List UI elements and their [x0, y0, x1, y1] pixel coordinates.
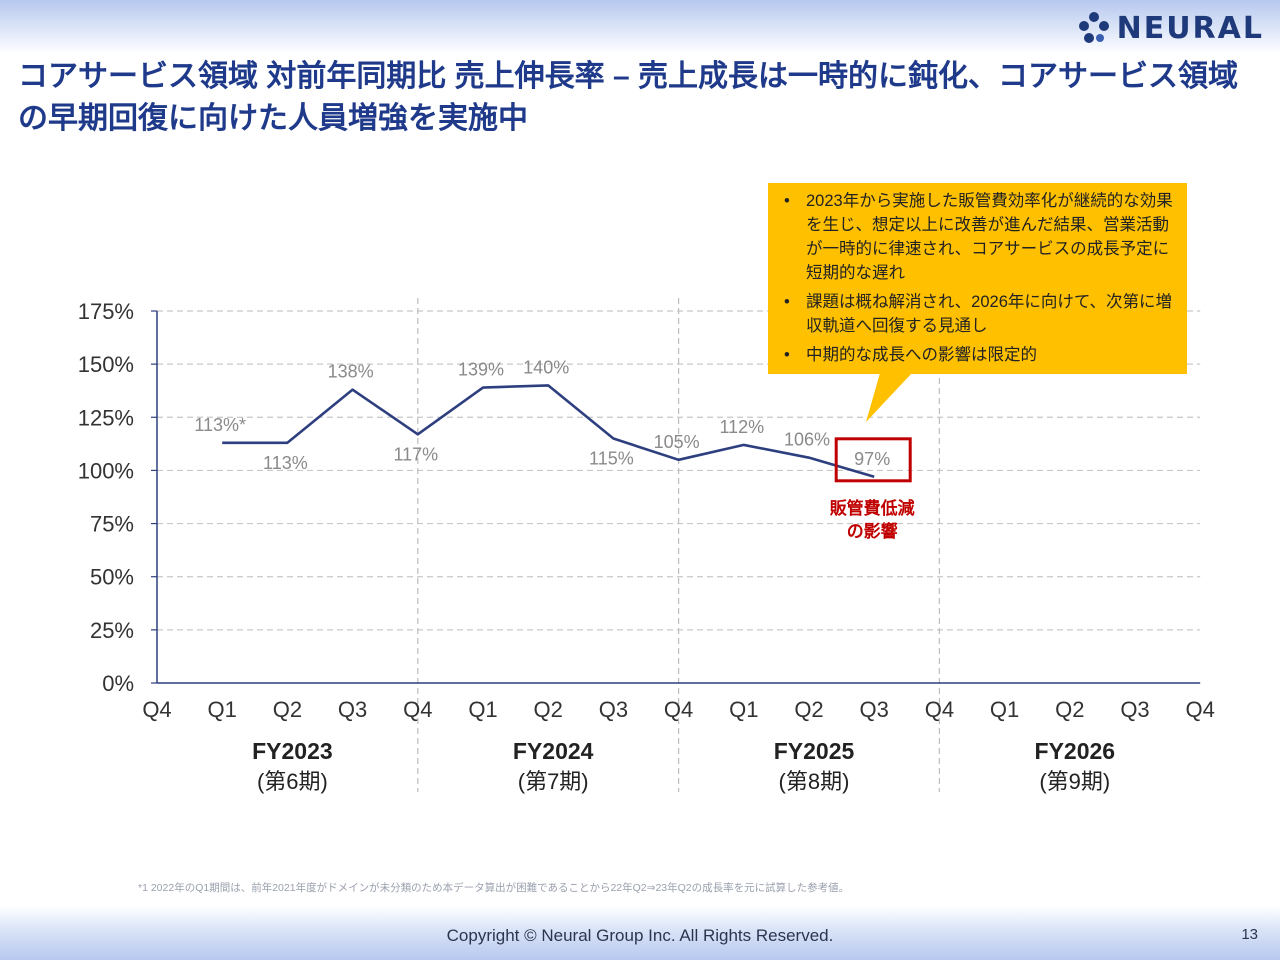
highlight-label: の影響: [847, 521, 898, 541]
x-tick-label: Q4: [925, 697, 954, 722]
x-tick-label: Q2: [1055, 697, 1084, 722]
page-number: 13: [1241, 926, 1258, 943]
x-tick-label: Q2: [794, 697, 823, 722]
x-tick-label: Q1: [990, 697, 1019, 722]
x-tick-label: Q3: [599, 697, 628, 722]
x-tick-label: Q3: [338, 697, 367, 722]
x-tick-label: Q2: [273, 697, 302, 722]
data-label: 112%: [719, 417, 764, 437]
data-label: 106%: [784, 430, 830, 450]
x-tick-label: Q4: [403, 697, 432, 722]
y-tick-label: 0%: [102, 671, 134, 696]
footer-band: [0, 906, 1280, 960]
fiscal-period-label: (第8期): [779, 769, 850, 794]
x-tick-label: Q3: [1120, 697, 1149, 722]
callout-box: 2023年から実施した販管費効率化が継続的な効果を生じ、想定以上に改善が進んだ結…: [768, 183, 1187, 374]
x-tick-label: Q4: [1186, 697, 1215, 722]
fiscal-year-label: FY2025: [774, 738, 855, 764]
x-tick-label: Q4: [664, 697, 693, 722]
x-tick-label: Q1: [208, 697, 237, 722]
company-logo: NEURAL: [1077, 10, 1264, 46]
data-label: 97%: [854, 449, 890, 469]
page-title: コアサービス領域 対前年同期比 売上伸長率 – 売上成長は一時的に鈍化、コアサー…: [18, 60, 1239, 135]
callout-bullet: 中期的な成長への影響は限定的: [784, 343, 1177, 367]
data-label: 140%: [523, 357, 569, 377]
data-label: 113%: [263, 453, 308, 473]
fiscal-year-label: FY2023: [252, 738, 333, 764]
fiscal-period-label: (第9期): [1039, 769, 1110, 794]
series-line: [222, 384, 875, 479]
footnote: *1 2022年のQ1期間は、前年2021年度がドメインが未分類のため本データ算…: [138, 882, 850, 894]
highlight-box: [834, 437, 912, 483]
data-label: 105%: [654, 432, 700, 452]
data-label: 117%: [393, 444, 438, 464]
data-label: 113%*: [194, 415, 246, 435]
x-tick-label: Q1: [729, 697, 758, 722]
header-band: [0, 0, 1280, 54]
copyright-text: Copyright © Neural Group Inc. All Rights…: [446, 926, 834, 945]
data-label: 139%: [458, 360, 504, 380]
y-tick-label: 100%: [78, 458, 134, 483]
y-tick-label: 25%: [90, 618, 134, 643]
growth-line-chart: 0% 25% 50% 75% 100% 125% 150% 175% Q4 Q1 Q2 Q3 Q4 Q1 Q…: [78, 298, 1215, 794]
fiscal-year-label: FY2026: [1035, 738, 1116, 764]
y-tick-label: 50%: [90, 565, 134, 590]
fiscal-period-label: (第6期): [257, 769, 328, 794]
highlight-label: 販管費低減: [830, 498, 915, 518]
x-tick-label: Q2: [534, 697, 563, 722]
x-tick-label: Q4: [142, 697, 171, 722]
data-label: 115%: [589, 449, 634, 469]
y-tick-label: 125%: [78, 405, 134, 430]
x-tick-label: Q3: [860, 697, 889, 722]
callout-bullets: 2023年から実施した販管費効率化が継続的な効果を生じ、想定以上に改善が進んだ結…: [768, 183, 1187, 367]
data-label: 138%: [328, 362, 374, 382]
y-tick-label: 75%: [90, 512, 134, 537]
fiscal-year-label: FY2024: [513, 738, 594, 764]
callout-bullet: 課題は概ね解消され、2026年に向けて、次第に増収軌道へ回復する見通し: [784, 290, 1177, 338]
callout-bullet: 2023年から実施した販管費効率化が継続的な効果を生じ、想定以上に改善が進んだ結…: [784, 189, 1177, 285]
fiscal-period-label: (第7期): [518, 769, 589, 794]
logo-text: NEURAL: [1116, 10, 1264, 46]
callout-pointer: [866, 373, 912, 422]
y-tick-label: 150%: [78, 352, 134, 377]
cluster-dots-icon: [1078, 12, 1109, 43]
y-tick-label: 175%: [78, 299, 134, 324]
x-tick-label: Q1: [468, 697, 497, 722]
